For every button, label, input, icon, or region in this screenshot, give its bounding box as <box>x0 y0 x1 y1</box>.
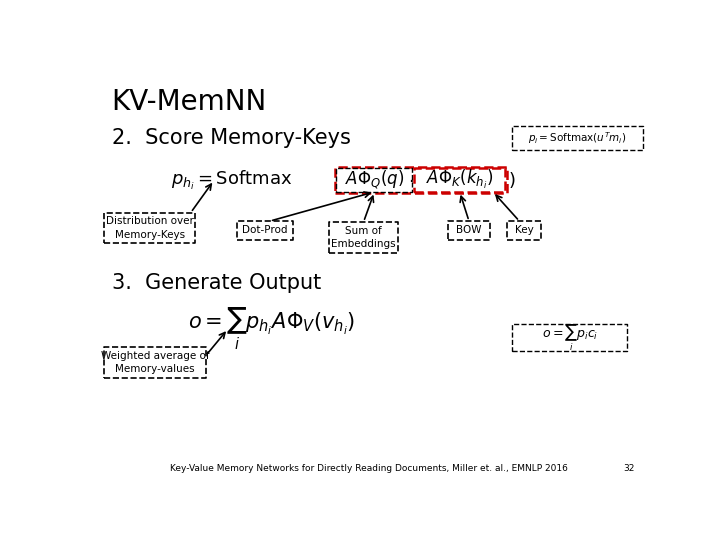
Text: 2.  Score Memory-Keys: 2. Score Memory-Keys <box>112 128 351 148</box>
Text: Sum of
Embeddings: Sum of Embeddings <box>331 226 396 249</box>
Text: $A\Phi_K(k_{h_i})$: $A\Phi_K(k_{h_i})$ <box>426 168 493 191</box>
Text: 3.  Generate Output: 3. Generate Output <box>112 273 321 293</box>
Text: $A\Phi_Q(q)$: $A\Phi_Q(q)$ <box>345 168 404 191</box>
Text: BOW: BOW <box>456 225 482 235</box>
Text: $p_{h_i} = \mathrm{Softmax}$: $p_{h_i} = \mathrm{Softmax}$ <box>171 168 293 192</box>
Text: Key-Value Memory Networks for Directly Reading Documents, Miller et. al., EMNLP : Key-Value Memory Networks for Directly R… <box>170 464 568 473</box>
Text: $p_i = \mathrm{Softmax}(u^T m_i)$: $p_i = \mathrm{Softmax}(u^T m_i)$ <box>528 130 626 146</box>
Text: Weighted average of
Memory-values: Weighted average of Memory-values <box>101 351 210 374</box>
Text: Key: Key <box>515 225 534 235</box>
Text: Dot-Prod: Dot-Prod <box>243 225 288 235</box>
Text: $o = \sum_i p_{h_i} A\Phi_V(v_{h_i})$: $o = \sum_i p_{h_i} A\Phi_V(v_{h_i})$ <box>189 306 356 352</box>
Text: 32: 32 <box>624 464 635 473</box>
Text: KV-MemNN: KV-MemNN <box>112 88 267 116</box>
Text: $\cdot$: $\cdot$ <box>408 171 414 188</box>
Text: $o = \sum_i p_i c_i$: $o = \sum_i p_i c_i$ <box>541 322 598 353</box>
Text: Distribution over
Memory-Keys: Distribution over Memory-Keys <box>106 217 194 240</box>
Text: $)$: $)$ <box>508 170 516 190</box>
